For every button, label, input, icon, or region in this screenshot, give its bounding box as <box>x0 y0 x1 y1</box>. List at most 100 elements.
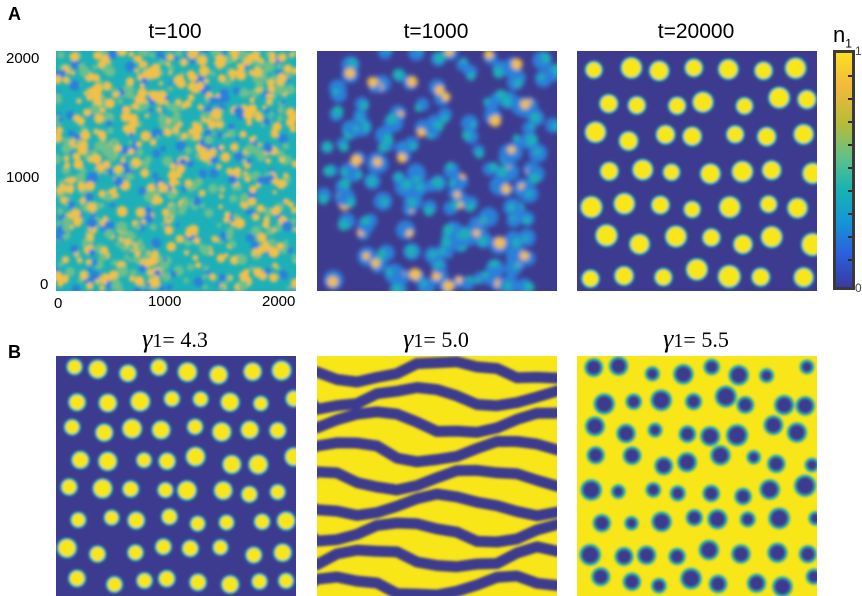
pattern-blob <box>219 184 225 191</box>
pattern-blob <box>286 448 296 465</box>
pattern-blob <box>769 456 784 471</box>
pattern-blob <box>254 397 267 410</box>
pattern-blob <box>92 64 98 71</box>
pattern-blob <box>221 51 227 55</box>
pattern-blob <box>630 235 649 253</box>
pattern-blob <box>483 97 490 105</box>
pattern-blob <box>56 186 64 195</box>
pattern-blob <box>206 105 213 113</box>
pattern-blob <box>448 179 456 186</box>
pattern-blob <box>175 234 184 244</box>
pattern-blob <box>111 87 117 94</box>
pattern-blob <box>199 168 207 176</box>
pattern-blob <box>72 215 83 226</box>
pattern-blob <box>127 243 136 252</box>
pattern-blob <box>371 258 380 268</box>
pattern-blob <box>76 117 86 126</box>
pattern-blob <box>293 226 296 233</box>
pattern-blob <box>330 85 348 103</box>
pattern-blob <box>158 183 169 193</box>
y-tick-0: 0 <box>40 276 49 293</box>
pattern-blob <box>120 366 136 381</box>
pattern-blob <box>103 112 115 124</box>
pattern-blob <box>202 284 208 290</box>
pattern-blob <box>203 78 210 84</box>
pattern-blob <box>147 71 157 80</box>
pattern-blob <box>252 67 263 78</box>
pattern-blob <box>107 127 114 134</box>
pattern-blob <box>709 511 726 528</box>
pattern-blob <box>588 448 603 463</box>
pattern-blob <box>160 145 167 152</box>
pattern-blob <box>188 94 195 101</box>
pattern-blob <box>245 233 255 243</box>
pattern-blob <box>272 190 277 195</box>
pattern-blob <box>217 239 223 245</box>
pattern-blob <box>586 123 605 142</box>
pattern-blob <box>128 132 134 138</box>
pattern-blob <box>752 269 769 285</box>
pattern-blob <box>101 273 110 282</box>
pattern-blob <box>460 114 479 132</box>
pattern-blob <box>263 216 271 223</box>
pattern-blob <box>512 134 520 142</box>
pattern-blob <box>151 238 162 249</box>
pattern-blob <box>434 85 445 96</box>
pattern-stripe <box>317 541 557 573</box>
pattern-blob <box>203 51 209 55</box>
pattern-blob <box>140 102 149 111</box>
pattern-blob <box>408 51 425 61</box>
pattern-blob <box>63 161 71 169</box>
pattern-blob <box>73 140 80 146</box>
pattern-blob <box>164 225 174 235</box>
pattern-blob <box>123 420 141 438</box>
pattern-blob <box>269 51 276 59</box>
pattern-blob <box>380 198 389 207</box>
pattern-blob <box>168 178 177 187</box>
pattern-stripe <box>317 356 557 388</box>
pattern-blob <box>600 95 617 112</box>
pattern-blob <box>529 173 540 185</box>
pattern-blob <box>629 97 645 113</box>
pattern-blob <box>77 177 83 183</box>
pattern-blob <box>269 273 279 283</box>
pattern-blob <box>472 229 481 237</box>
pattern-blob <box>170 103 180 113</box>
pattern-blob <box>134 250 142 258</box>
pattern-blob <box>552 122 557 131</box>
pattern-blob <box>208 168 219 179</box>
pattern-blob <box>175 223 180 228</box>
pattern-blob <box>150 63 161 74</box>
pattern-blob <box>687 395 700 408</box>
pattern-blob <box>271 485 285 499</box>
pattern-blob <box>97 281 103 287</box>
pattern-blob <box>450 200 460 210</box>
pattern-blob <box>83 108 91 117</box>
pattern-blob <box>337 219 350 231</box>
pattern-blob <box>56 132 63 144</box>
pattern-blob <box>386 113 398 125</box>
pattern-blob <box>193 177 203 187</box>
pattern-blob <box>647 484 659 496</box>
pattern-blob <box>70 70 76 76</box>
pattern-blob <box>254 112 264 123</box>
pattern-blob <box>87 87 95 94</box>
pattern-blob <box>56 51 65 59</box>
pattern-blob <box>497 166 508 177</box>
pattern-blob <box>108 270 118 280</box>
pattern-blob <box>159 58 167 66</box>
colorbar-tick <box>848 144 852 146</box>
pattern-blob <box>226 167 234 175</box>
pattern-blob <box>140 77 148 85</box>
pattern-blob <box>656 458 671 474</box>
pattern-blob <box>340 168 348 176</box>
pattern-blob <box>167 64 175 72</box>
colorbar-max: 1 <box>855 44 862 58</box>
pattern-blob <box>210 70 216 77</box>
pattern-blob <box>701 164 720 183</box>
pattern-blob <box>519 251 529 261</box>
pattern-blob <box>507 203 516 212</box>
pattern-blob <box>91 73 101 82</box>
pattern-blob <box>179 105 184 111</box>
pattern-blob <box>136 141 143 148</box>
